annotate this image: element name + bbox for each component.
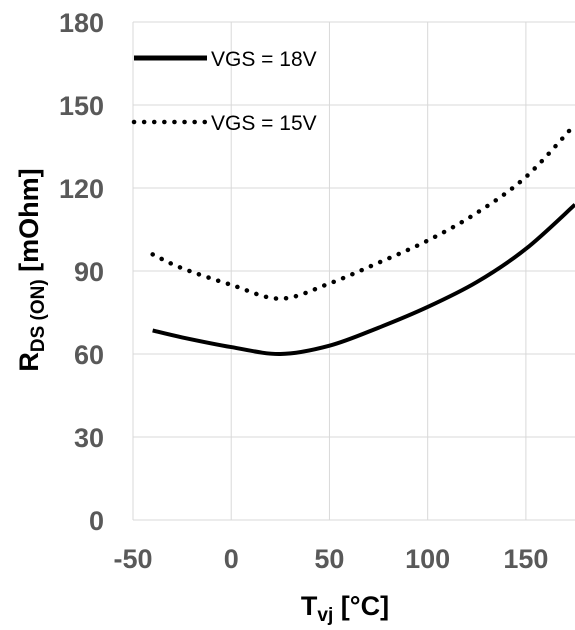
x-tick-label: -50 [113, 544, 152, 574]
y-axis-ticks: 0 30 60 90 120 150 180 [59, 8, 104, 536]
x-axis-title: Tvj [°C] [301, 591, 389, 626]
x-tick-label: 0 [224, 544, 239, 574]
y-tick-label: 90 [74, 257, 104, 287]
x-tick-label: 50 [314, 544, 344, 574]
y-tick-label: 0 [89, 506, 104, 536]
y-tick-label: 120 [59, 174, 104, 204]
grid [132, 21, 575, 521]
series-line-vgs-15v [150, 122, 575, 301]
x-axis-ticks: -50 0 50 100 150 [113, 544, 548, 574]
y-tick-label: 150 [59, 91, 104, 121]
legend-label: VGS = 18V [211, 48, 317, 71]
x-tick-label: 150 [503, 544, 548, 574]
legend: VGS = 18V VGS = 15V [131, 48, 317, 135]
legend-label: VGS = 15V [211, 112, 317, 135]
series-line-vgs-18v [152, 203, 575, 357]
y-tick-label: 60 [74, 340, 104, 370]
x-tick-label: 100 [405, 544, 450, 574]
y-tick-label: 180 [59, 8, 104, 38]
y-axis-title: RDS (ON) [mOhm] [14, 168, 49, 371]
y-tick-label: 30 [74, 423, 104, 453]
series-lines [150, 122, 575, 357]
